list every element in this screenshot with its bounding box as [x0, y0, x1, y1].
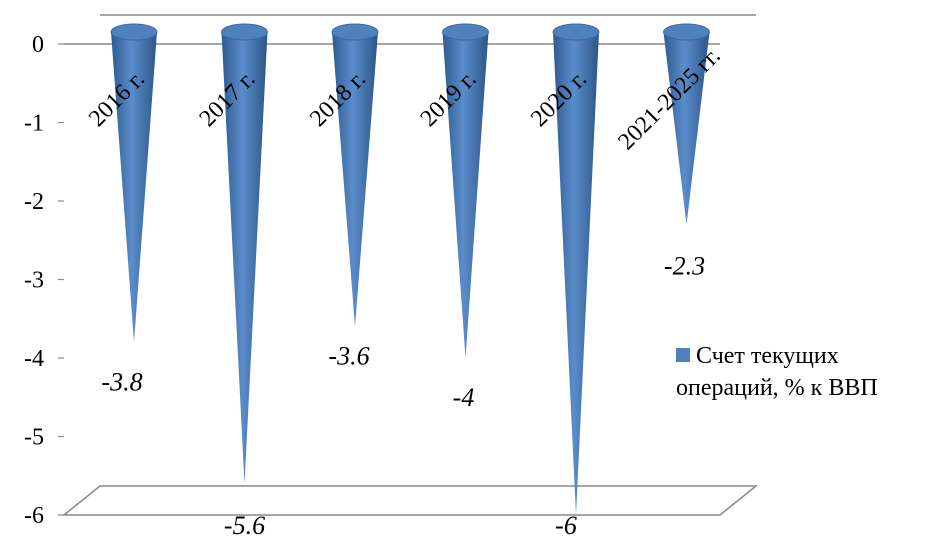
- y-tick-label: -4: [24, 346, 44, 372]
- cone-bar: [442, 32, 489, 358]
- series-cones: [110, 23, 710, 515]
- data-label: -6: [555, 511, 577, 538]
- y-tick-label: 0: [32, 32, 44, 58]
- y-tick-label: -2: [24, 189, 44, 215]
- y-tick-labels: 0 -1 -2 -3 -4 -5 -6: [24, 32, 44, 529]
- cone-bar: [332, 32, 378, 327]
- legend-label: Счет текущих операций, % к ВВП: [676, 343, 878, 401]
- y-tick-label: -1: [24, 111, 44, 137]
- data-label: -3.8: [101, 367, 142, 396]
- cone-bar: [111, 32, 157, 343]
- cone-bar: [663, 32, 710, 225]
- floor-plane: [61, 485, 759, 516]
- cone-top: [331, 23, 379, 41]
- cone-top: [552, 23, 600, 41]
- x-tick-labels: 2016 г. 2017 г. 2018 г. 2019 г. 2020 г. 2021-…: [84, 43, 726, 155]
- y-tick-label: -6: [24, 503, 44, 529]
- data-label: -2.3: [664, 252, 705, 281]
- y-tick-label: -3: [24, 268, 44, 294]
- cone-top: [442, 23, 489, 41]
- y-tick-label: -5: [24, 425, 44, 451]
- cone-top: [221, 23, 268, 41]
- cone-top: [110, 23, 158, 41]
- legend-swatch: [676, 348, 690, 362]
- cone-bar: [553, 32, 599, 515]
- data-label: -4: [453, 383, 475, 412]
- data-label: -5.6: [224, 511, 265, 538]
- axes: [58, 14, 759, 516]
- cone-top: [663, 23, 710, 41]
- legend: Счет текущих операций, % к ВВП: [676, 340, 946, 404]
- data-label: -3.6: [328, 342, 369, 371]
- cone-bar: [221, 32, 268, 484]
- data-labels: -3.8 -5.6 -3.6 -4 -6 -2.3: [101, 252, 705, 538]
